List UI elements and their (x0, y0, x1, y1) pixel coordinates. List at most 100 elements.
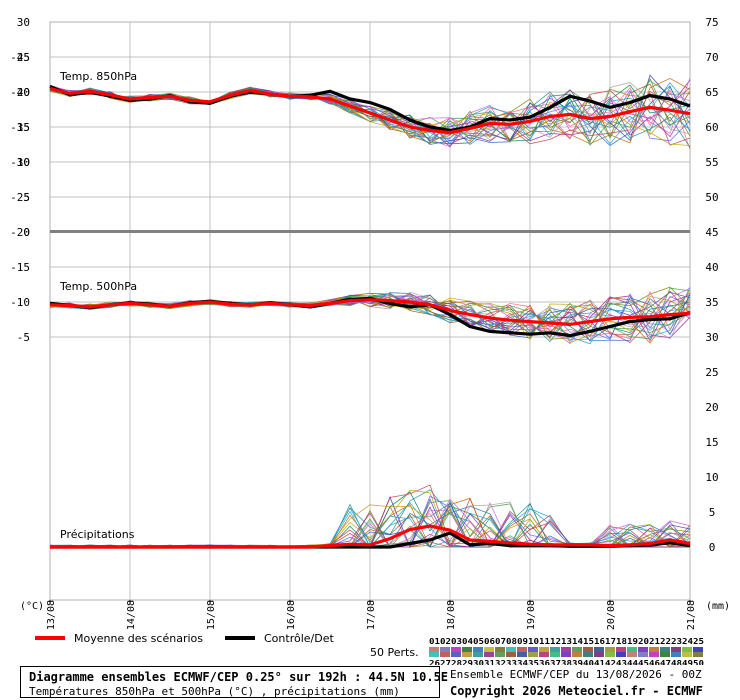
y-tick-precip: 25 (705, 366, 718, 379)
x-unit-left: (°C) (20, 601, 44, 612)
y-tick-right-850: 65 (705, 86, 718, 99)
y-tick-right-850: 60 (705, 121, 718, 134)
chart-subtitle: Températures 850hPa et 500hPa (°C) , pré… (29, 685, 400, 698)
legend-mean-swatch (35, 636, 65, 640)
legend-pert-swatch (671, 647, 681, 652)
y-tick-500: -45 (10, 51, 30, 64)
legend-pert-swatch (528, 652, 538, 657)
legend-pert-swatch (484, 647, 494, 652)
x-tick-label: 16/08 (286, 600, 297, 630)
legend-pert-numbers-1: 0102030405060708091011121314151617181920… (429, 637, 704, 646)
x-tick-label: 21/08 (686, 600, 697, 630)
legend-pert-swatch (550, 652, 560, 657)
legend-pert-swatch (638, 647, 648, 652)
y-tick-500: -20 (10, 226, 30, 239)
legend-pert-swatch (539, 647, 549, 652)
legend-pert-swatch (638, 652, 648, 657)
legend-pert-swatch (594, 647, 604, 652)
y-tick-500: -15 (10, 261, 30, 274)
ensemble-member-line (49, 287, 691, 341)
legend-pert-swatch (616, 652, 626, 657)
legend-pert-swatch (473, 652, 483, 657)
chart-info-box: Diagramme ensembles ECMWF/CEP 0.25° sur … (20, 666, 448, 698)
main-series (49, 84, 691, 549)
legend-pert-swatch (429, 647, 439, 652)
x-tick-label: 14/08 (126, 600, 137, 630)
legend-pert-swatch (594, 652, 604, 657)
legend-pert-swatch (649, 647, 659, 652)
legend-pert-swatch (561, 647, 571, 652)
legend-mean-label: Moyenne des scénarios (74, 632, 203, 645)
chart-title: Diagramme ensembles ECMWF/CEP 0.25° sur … (29, 670, 449, 684)
legend-pert-swatch (660, 647, 670, 652)
legend-pert-swatch (539, 652, 549, 657)
legend-pert-swatch (517, 647, 527, 652)
legend-pert-swatch (583, 652, 593, 657)
legend-control-swatch (225, 636, 255, 640)
mean-line-500 (49, 298, 691, 327)
x-tick-label: 17/08 (366, 600, 377, 630)
legend-pert-swatch (605, 652, 615, 657)
y-tick-precip: 0 (709, 541, 716, 554)
y-tick-500: -5 (17, 331, 30, 344)
legend-pert-swatch (506, 647, 516, 652)
x-tick-label: 13/08 (46, 600, 57, 630)
y-tick-right-850: 50 (705, 191, 718, 204)
legend: Moyenne des scénarios Contrôle/Det 50 Pert… (35, 632, 704, 665)
y-tick-precip: 30 (705, 331, 718, 344)
legend-pert-swatch (440, 652, 450, 657)
axis-labels: 30252015105075706560555045-5-10-15-20-25… (10, 16, 730, 630)
legend-pert-swatch (572, 647, 582, 652)
legend-pert-swatch (561, 652, 571, 657)
panel-title-850: Temp. 850hPa (59, 70, 137, 83)
legend-control-label: Contrôle/Det (264, 632, 334, 645)
legend-pert-swatch (572, 652, 582, 657)
y-tick-precip: 35 (705, 296, 718, 309)
mean-line-850 (49, 86, 691, 135)
y-tick-850: 25 (17, 51, 30, 64)
legend-pert-swatch (440, 647, 450, 652)
legend-pert-swatch (451, 652, 461, 657)
legend-pert-swatch (671, 652, 681, 657)
legend-pert-swatch (473, 647, 483, 652)
legend-pert-swatch (693, 652, 703, 657)
y-tick-right-850: 55 (705, 156, 718, 169)
y-tick-850: 15 (17, 121, 30, 134)
y-tick-precip: 10 (705, 471, 718, 484)
x-tick-label: 18/08 (446, 600, 457, 630)
run-info: Ensemble ECMWF/CEP du 13/08/2026 - 00Z (450, 668, 702, 681)
legend-pert-swatch (550, 647, 560, 652)
legend-pert-swatch (451, 647, 461, 652)
y-tick-500: -30 (10, 156, 30, 169)
x-unit-right: (mm) (706, 601, 730, 612)
legend-pert-swatch (583, 647, 593, 652)
legend-pert-swatch (693, 647, 703, 652)
x-tick-label: 19/08 (526, 600, 537, 630)
y-tick-500: -40 (10, 86, 30, 99)
legend-pert-swatch (605, 647, 615, 652)
y-tick-right-850: 70 (705, 51, 718, 64)
legend-pert-swatch (506, 652, 516, 657)
y-tick-precip: 20 (705, 401, 718, 414)
legend-pert-swatch (528, 647, 538, 652)
legend-pert-swatch (517, 652, 527, 657)
legend-pert-swatch (627, 652, 637, 657)
y-tick-right-850: 75 (705, 16, 718, 29)
y-tick-850: 5 (23, 191, 30, 204)
legend-pert-swatch (682, 647, 692, 652)
y-tick-precip: 15 (705, 436, 718, 449)
copyright: Copyright 2026 Meteociel.fr - ECMWF (450, 684, 703, 698)
y-tick-right-850: 45 (705, 226, 718, 239)
legend-pert-swatch (627, 647, 637, 652)
y-tick-500: -35 (10, 121, 30, 134)
x-tick-label: 15/08 (206, 600, 217, 630)
legend-pert-numbers-2: 2627282930313233343536373839404142434445… (429, 659, 704, 665)
y-tick-precip: 5 (709, 506, 716, 519)
legend-pert-swatch (495, 652, 505, 657)
y-tick-500: -25 (10, 191, 30, 204)
x-tick-label: 20/08 (606, 600, 617, 630)
y-tick-850: 30 (17, 16, 30, 29)
legend-perts-label: 50 Perts. (370, 646, 419, 659)
panel-title-500: Temp. 500hPa (59, 280, 137, 293)
ensemble-chart: 30252015105075706560555045-5-10-15-20-25… (10, 16, 730, 665)
